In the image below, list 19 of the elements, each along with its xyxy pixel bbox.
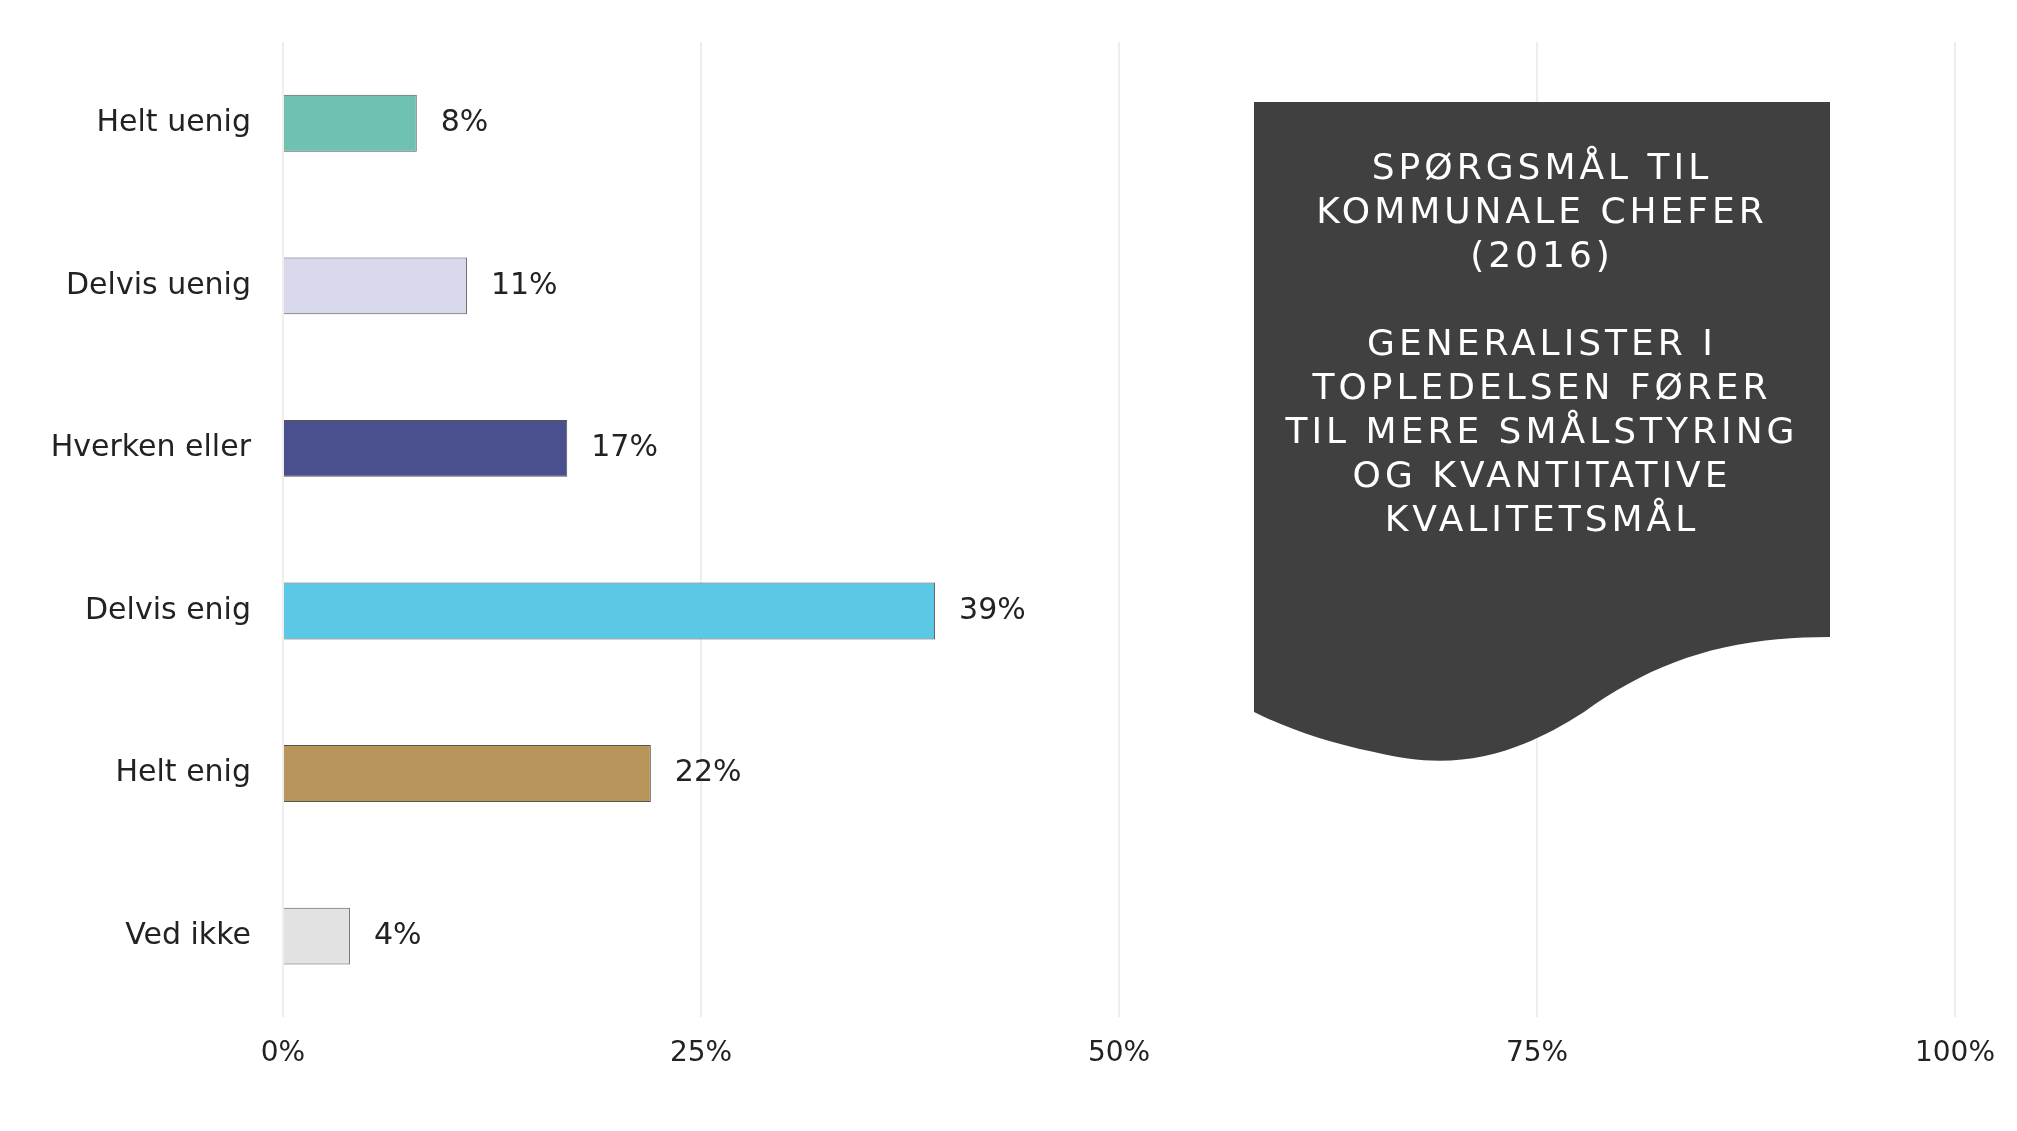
x-tick-label: 100% — [1914, 1035, 1996, 1069]
data-label: 39% — [959, 590, 1026, 626]
y-tick-label: Helt enig — [115, 753, 251, 789]
y-tick-label: Ved ikke — [125, 915, 251, 951]
x-tick-label: 25% — [669, 1035, 733, 1069]
text: GENERALISTER I TOPLEDELSEN FØRER TIL MERE SMÅLSTYRING OG KVANTITATIVE KVALITETSMÅL — [1284, 321, 1800, 541]
y-tick-label: Helt uenig — [96, 103, 251, 139]
data-label: 8% — [440, 103, 489, 139]
text: SPØRGSMÅL TIL KOMMUNALE CHEFER (2016) — [1315, 145, 1769, 277]
x-tick-label: 75% — [1505, 1035, 1569, 1069]
x-tick-label: 0% — [260, 1035, 306, 1069]
y-tick-label: Delvis enig — [85, 590, 251, 626]
data-label: 22% — [674, 753, 742, 789]
y-tick-label: Hverken eller — [50, 428, 252, 464]
data-label: 4% — [373, 915, 422, 951]
data-label: 11% — [490, 265, 558, 301]
data-label: 17% — [591, 428, 658, 464]
y-tick-label: Delvis uenig — [65, 265, 251, 301]
x-tick-label: 50% — [1087, 1035, 1151, 1069]
